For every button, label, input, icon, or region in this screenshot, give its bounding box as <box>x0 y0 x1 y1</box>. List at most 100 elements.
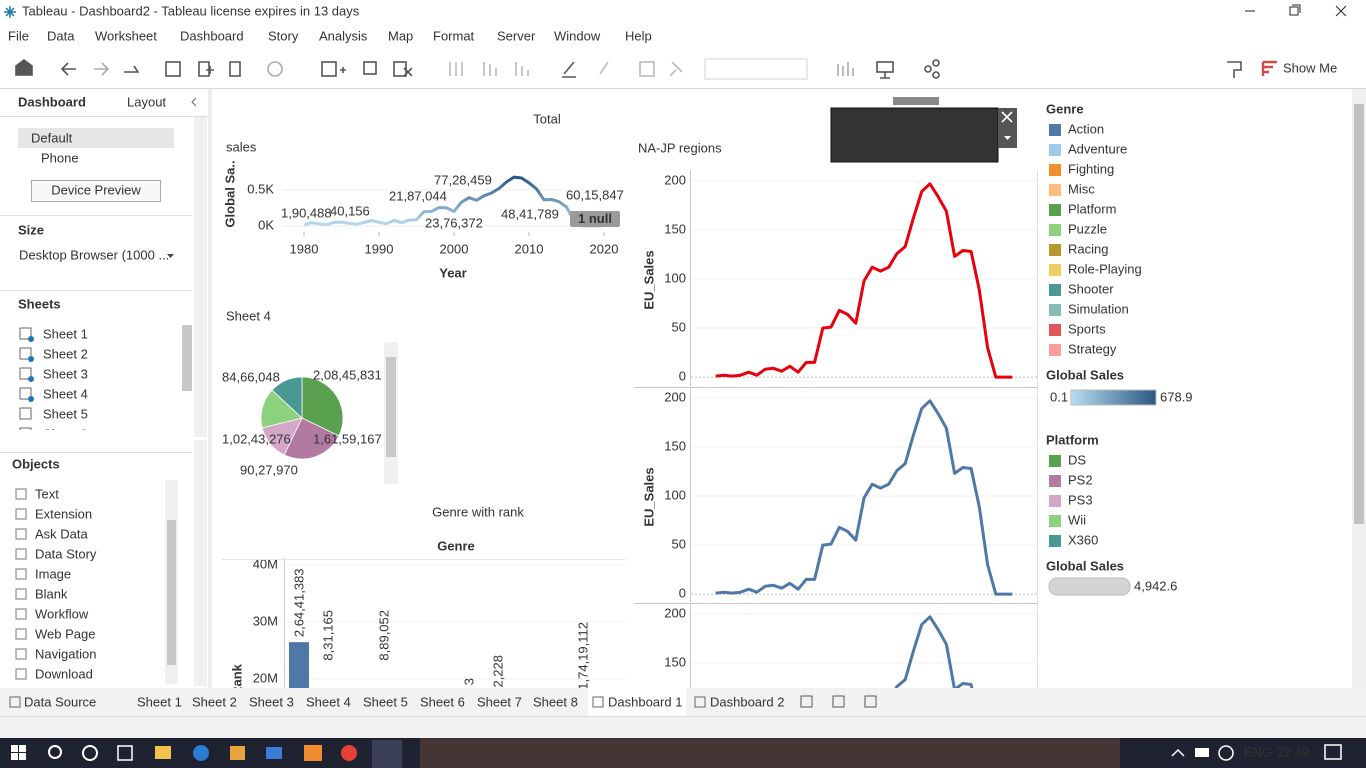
device-preview-label[interactable]: Device Preview <box>51 182 141 197</box>
sheet-item[interactable]: Sheet 3 <box>43 366 88 381</box>
legend-swatch[interactable] <box>1049 304 1061 316</box>
legend-swatch[interactable] <box>1049 495 1061 507</box>
menu-item[interactable]: Help <box>625 28 652 43</box>
legend-swatch[interactable] <box>1049 475 1061 487</box>
legend-swatch[interactable] <box>1049 204 1061 216</box>
menu-item[interactable]: Analysis <box>319 28 368 43</box>
legend-item[interactable]: Sports <box>1068 321 1106 336</box>
sheet-tab[interactable]: Sheet 3 <box>249 694 294 709</box>
size-dropdown-arrow[interactable] <box>167 254 174 258</box>
objects-scroll-thumb[interactable] <box>167 520 176 665</box>
legend-swatch[interactable] <box>1049 264 1061 276</box>
menu-item[interactable]: Server <box>497 28 536 43</box>
menu-item[interactable]: Format <box>433 28 475 43</box>
side-scrollbar[interactable] <box>194 117 207 437</box>
floating-title[interactable]: Dashboard 2 <box>875 127 954 142</box>
size-dropdown[interactable]: Desktop Browser (1000 ... <box>19 247 169 262</box>
menu-item[interactable]: Dashboard <box>180 28 244 43</box>
menu-item[interactable]: Story <box>268 28 299 43</box>
active-tab-bg[interactable] <box>588 688 686 716</box>
window-controls[interactable] <box>1245 4 1347 17</box>
legend-swatch[interactable] <box>1049 124 1061 136</box>
legend-item[interactable]: Puzzle <box>1068 221 1107 236</box>
taskbar-icons[interactable] <box>11 740 1342 768</box>
float-handle[interactable] <box>893 97 939 105</box>
legend-item[interactable]: Misc <box>1068 181 1095 196</box>
canvas-scroll-thumb[interactable] <box>1354 104 1364 524</box>
toolbar-icons[interactable] <box>15 58 1277 80</box>
legend-swatch[interactable] <box>1049 144 1061 156</box>
legend-swatch[interactable] <box>1049 224 1061 236</box>
legend-item[interactable]: Action <box>1068 121 1104 136</box>
sheet-tab[interactable]: Sheet 6 <box>420 694 465 709</box>
sheet-tab[interactable]: Dashboard 1 <box>608 694 682 709</box>
object-item[interactable]: Blank <box>35 586 68 601</box>
object-item[interactable]: Text <box>35 486 59 501</box>
null-badge-bg[interactable] <box>570 211 620 227</box>
object-item[interactable]: Navigation <box>35 646 96 661</box>
legend-swatch[interactable] <box>1049 455 1061 467</box>
object-item[interactable]: Download <box>35 666 93 681</box>
sheet-item[interactable]: Sheet 1 <box>43 326 88 341</box>
legend-swatch[interactable] <box>1049 535 1061 547</box>
sheet-tab[interactable]: Data Source <box>24 694 96 709</box>
legend-swatch[interactable] <box>1049 164 1061 176</box>
legend-item[interactable]: PS3 <box>1068 492 1093 507</box>
legend-swatch[interactable] <box>1049 284 1061 296</box>
legend-item[interactable]: Role-Playing <box>1068 261 1142 276</box>
legend-swatch[interactable] <box>1049 344 1061 356</box>
legend-item[interactable]: X360 <box>1068 532 1098 547</box>
float-menu[interactable] <box>1004 136 1011 140</box>
legend-item[interactable]: Simulation <box>1068 301 1129 316</box>
menu-item[interactable]: File <box>8 28 29 43</box>
legend-item[interactable]: Wii <box>1068 512 1086 527</box>
object-item[interactable]: Data Story <box>35 546 97 561</box>
legend-item[interactable]: Strategy <box>1068 341 1117 356</box>
sheet-item[interactable]: Sheet 4 <box>43 386 88 401</box>
pie-scroll-thumb[interactable] <box>386 357 396 457</box>
sheets-scroll-thumb[interactable] <box>182 325 192 391</box>
object-item[interactable]: Vertical Container <box>35 466 138 482</box>
legend-item[interactable]: Fighting <box>1068 161 1114 176</box>
object-item[interactable]: Workflow <box>35 606 89 621</box>
device-option[interactable]: Phone <box>41 150 79 165</box>
floating-box[interactable] <box>830 107 999 163</box>
sheet-tab[interactable]: Sheet 1 <box>137 694 182 709</box>
sheet-tab[interactable]: Sheet 4 <box>306 694 351 709</box>
menu-item[interactable]: Worksheet <box>95 28 157 43</box>
side-scrollbar-lower[interactable] <box>194 440 207 686</box>
sheet-item[interactable]: Sheet 2 <box>43 346 88 361</box>
sheet-tab[interactable]: Dashboard 2 <box>710 694 784 709</box>
sheet-tab[interactable]: Sheet 8 <box>533 694 578 709</box>
legend-item[interactable]: PS2 <box>1068 472 1093 487</box>
legend-swatch[interactable] <box>1049 324 1061 336</box>
legend-item[interactable]: Shooter <box>1068 281 1114 296</box>
show-me-button[interactable]: Show Me <box>1283 60 1337 75</box>
taskbar-clock[interactable]: 22:49 <box>1277 744 1310 759</box>
legend-swatch[interactable] <box>1049 515 1061 527</box>
legend-item[interactable]: DS <box>1068 452 1086 467</box>
new-sheet-buttons[interactable] <box>800 695 877 708</box>
menu-item[interactable]: Data <box>47 28 75 43</box>
sheet-tab[interactable]: Sheet 7 <box>477 694 522 709</box>
tab-icon[interactable] <box>9 696 21 708</box>
device-selected[interactable] <box>18 128 174 148</box>
float-close[interactable] <box>1001 111 1013 123</box>
null-badge[interactable]: 1 null <box>578 211 612 226</box>
tab-icon[interactable] <box>694 696 706 708</box>
menu-item[interactable]: Map <box>388 28 413 43</box>
legend-swatch[interactable] <box>1049 244 1061 256</box>
tab-icon[interactable] <box>592 696 604 708</box>
float-controls[interactable] <box>998 108 1017 148</box>
sheet-tab[interactable]: Sheet 2 <box>192 694 237 709</box>
sheet-item[interactable]: Sheet 6 <box>43 426 88 441</box>
legend-swatch[interactable] <box>1049 184 1061 196</box>
side-tab[interactable]: Dashboard <box>18 94 86 109</box>
legend-item[interactable]: Platform <box>1068 201 1116 216</box>
device-preview-button[interactable] <box>31 180 161 202</box>
taskbar-language[interactable]: ENG <box>1244 744 1272 759</box>
sheet-item[interactable]: Sheet 5 <box>43 406 88 421</box>
object-item[interactable]: Image <box>35 566 71 581</box>
device-option[interactable]: Default <box>31 130 73 145</box>
menu-item[interactable]: Window <box>554 28 601 43</box>
